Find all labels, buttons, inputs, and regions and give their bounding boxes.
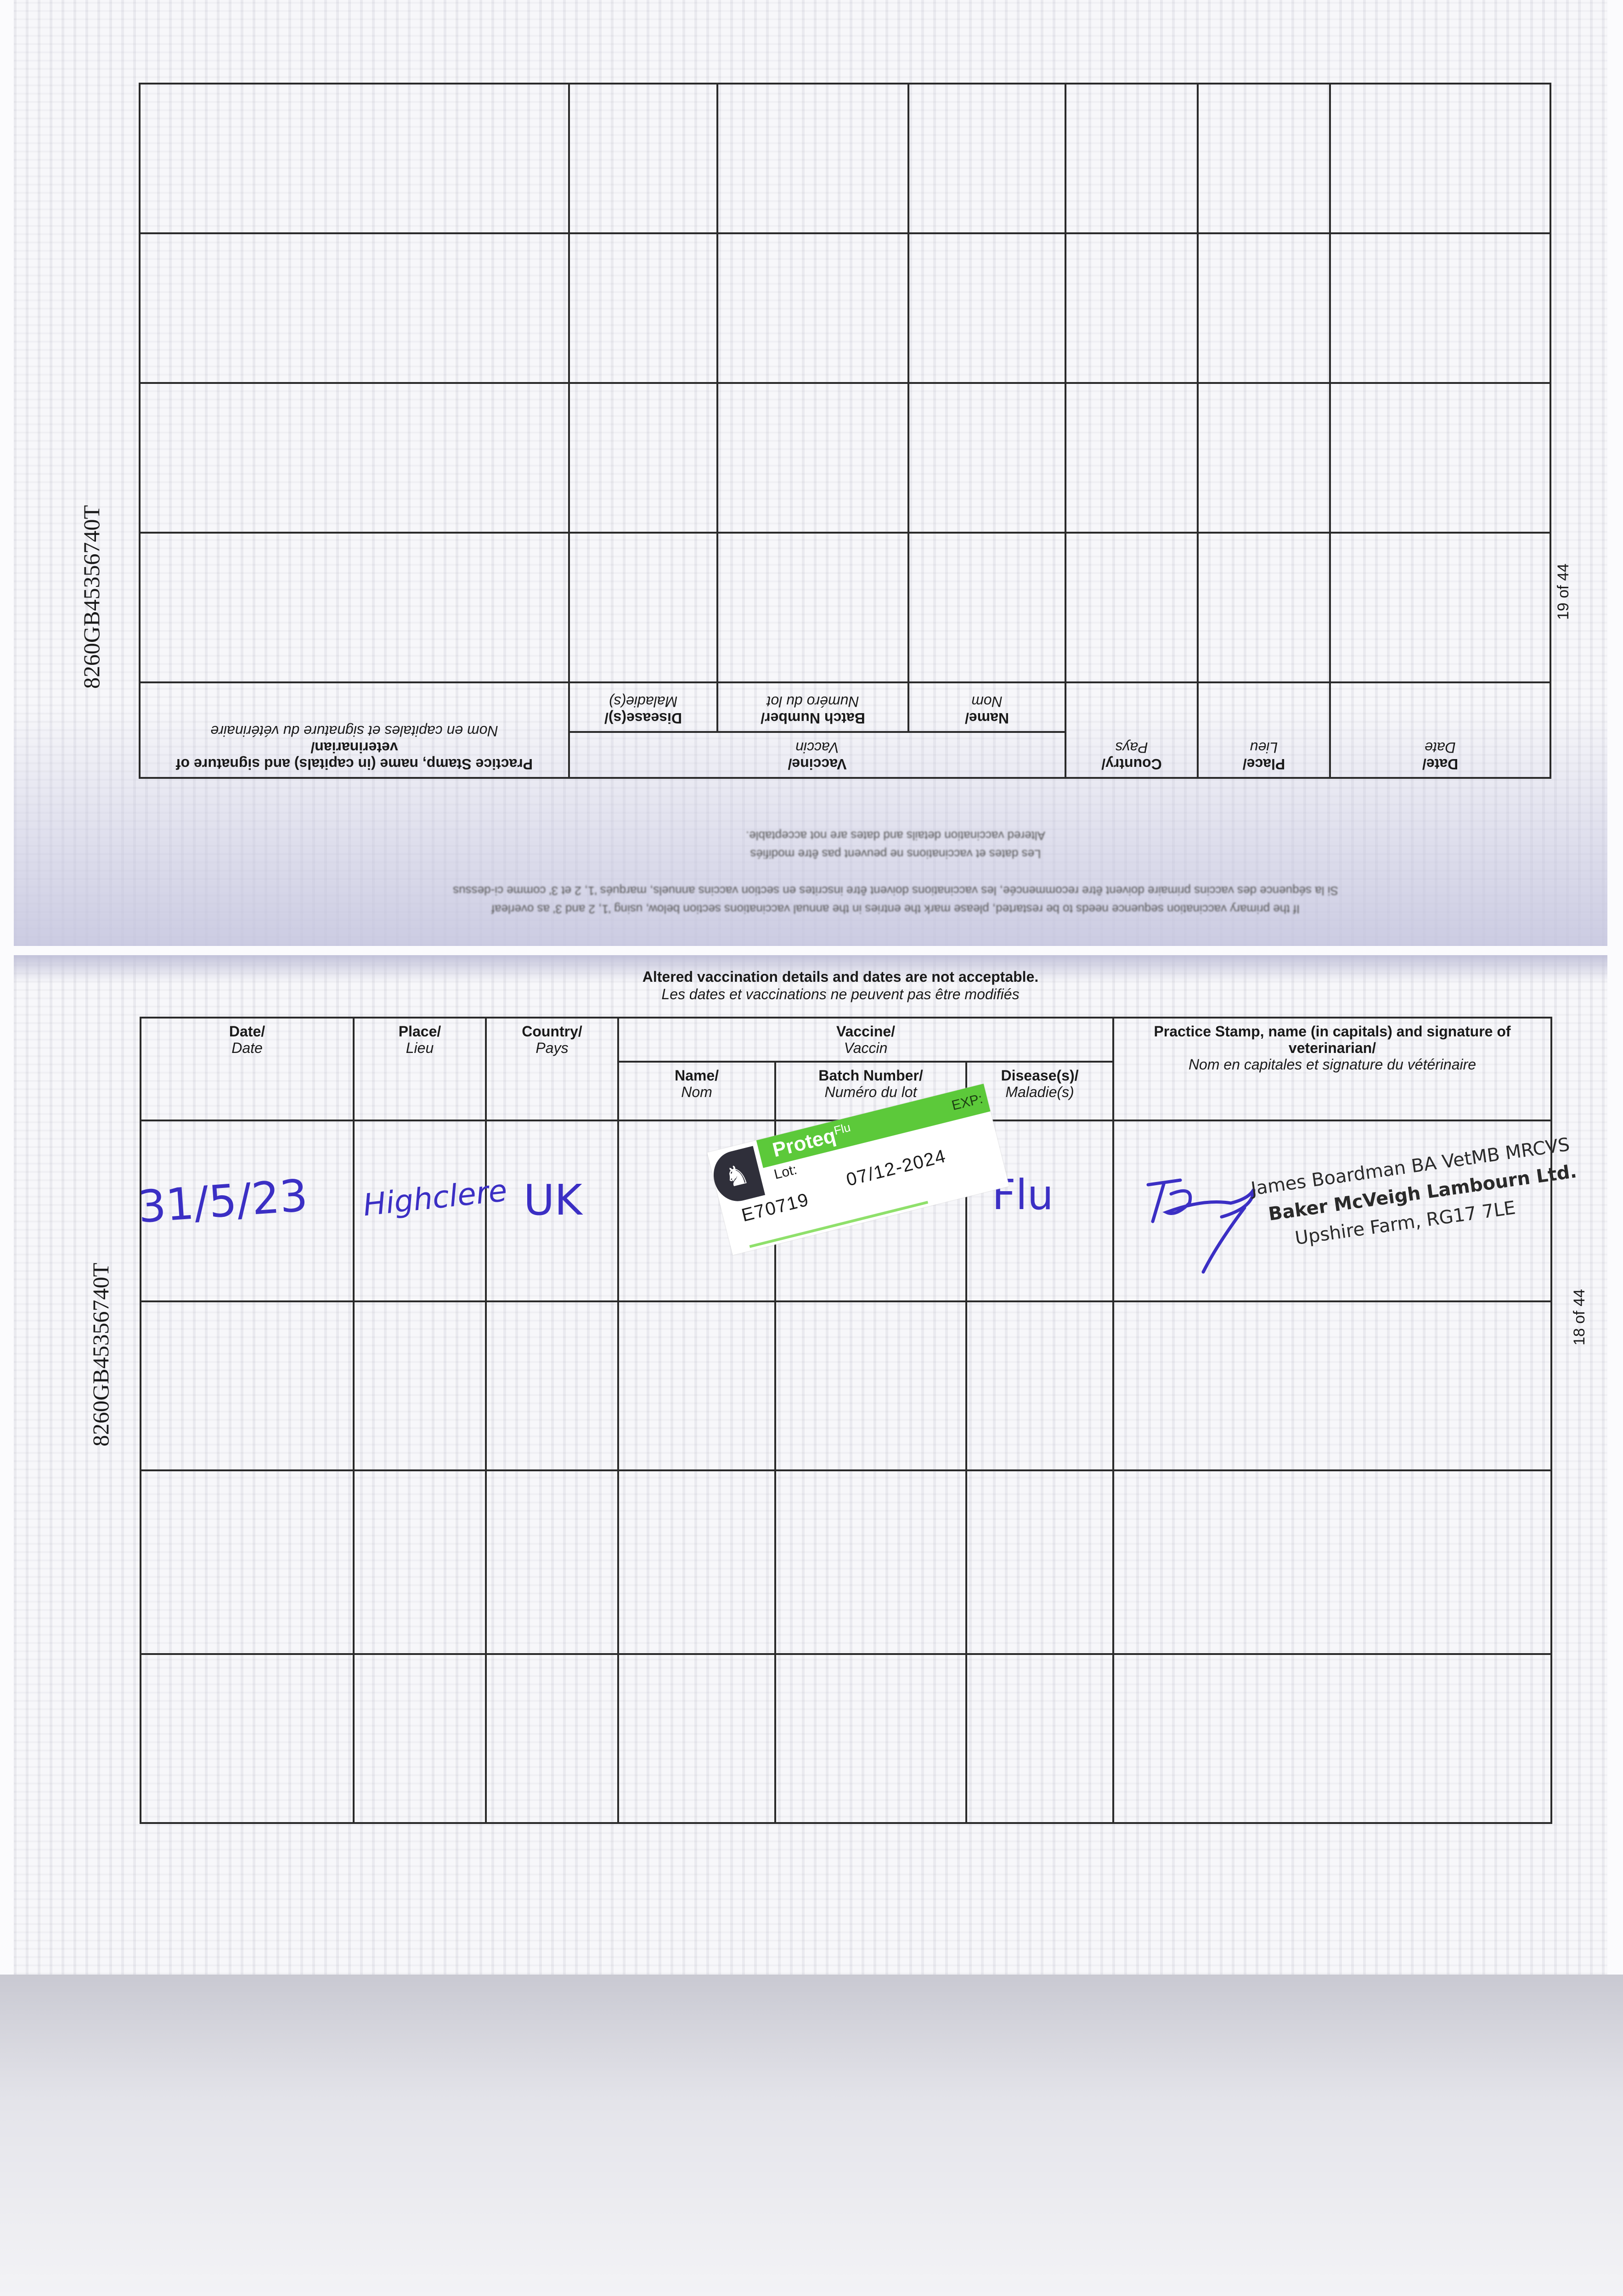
page-number-18: 18 of 44 [1571, 1289, 1588, 1345]
scanner-background [0, 1975, 1623, 2296]
vaccination-table-page-19: Date/Date Place/Lieu Country/Pays Vaccin… [139, 83, 1551, 779]
header-batch: Batch Number/Numéro du lot [717, 682, 908, 732]
passport-id-page-19: 8260GB45356740T [79, 505, 104, 689]
entry-country: UK [524, 1176, 582, 1225]
table-row [140, 1653, 1552, 1824]
page-number-19: 19 of 44 [1555, 563, 1572, 620]
header-country: Country/Pays [1065, 682, 1198, 778]
table-row [140, 383, 1550, 533]
table-row [140, 233, 1550, 383]
expiry-date: 07/12-2024 [844, 1146, 948, 1190]
header-date: Date/Date [1330, 682, 1550, 778]
table-row [140, 84, 1550, 233]
header-name: Name/Nom [617, 1061, 776, 1121]
page-19-rotated-content: Date/Date Place/Lieu Country/Pays Vaccin… [23, 0, 1623, 862]
table-row [140, 1300, 1552, 1471]
header-vaccine: Vaccine/Vaccin [617, 1017, 1114, 1063]
header-vaccine: Vaccine/Vaccin [569, 732, 1065, 778]
restart-instructions-upside-down: If the primary vaccination sequence need… [453, 829, 1338, 916]
table-row [140, 1469, 1552, 1655]
header-country: Country/Pays [485, 1017, 619, 1121]
header-practice: Practice Stamp, name (in capitals) and s… [140, 682, 569, 778]
header-date: Date/Date [140, 1017, 355, 1121]
alteration-notice: Altered vaccination details and dates ar… [642, 968, 1039, 1002]
header-place: Place/Lieu [353, 1017, 487, 1121]
vet-signature [1146, 1178, 1256, 1274]
page-19 [14, 0, 1607, 946]
header-practice: Practice Stamp, name (in capitals) and s… [1112, 1017, 1552, 1121]
lot-label: Lot: [772, 1162, 799, 1182]
vaccination-table-page-18: Date/Date Place/Lieu Country/Pays Vaccin… [140, 1017, 1552, 1824]
header-place: Place/Lieu [1198, 682, 1330, 778]
header-name: Name/Nom [908, 682, 1065, 732]
header-disease: Disease(s)/Maladie(s) [569, 682, 717, 732]
passport-id-page-18: 8260GB45356740T [88, 1263, 113, 1446]
table-row [140, 533, 1550, 682]
